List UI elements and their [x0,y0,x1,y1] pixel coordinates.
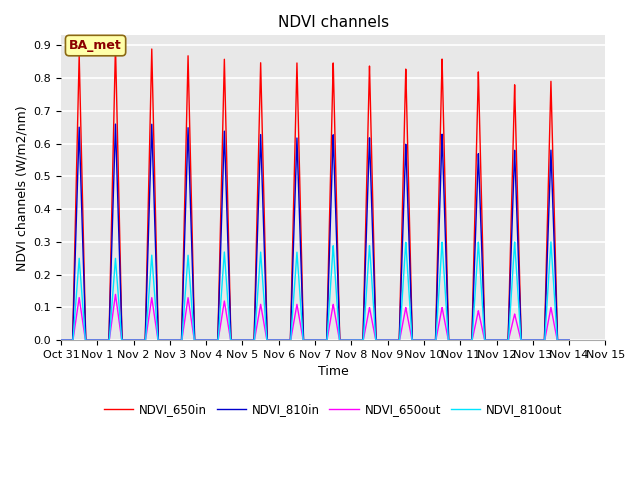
NDVI_650in [57,337,65,343]
NDVI_810out [57,337,65,343]
Line: NDVI_810out: NDVI_810out [61,242,569,340]
NDVI_650in [249,337,257,343]
NDVI_650out [259,315,267,321]
NDVI_810out [401,255,408,261]
Line: NDVI_650out: NDVI_650out [61,294,569,340]
NDVI_650out [57,337,65,343]
Y-axis label: NDVI channels (W/m2/nm): NDVI channels (W/m2/nm) [15,105,28,271]
Line: NDVI_810in: NDVI_810in [61,124,569,340]
NDVI_810in [303,337,311,343]
NDVI_810in [84,337,92,343]
NDVI_810in [190,324,198,329]
NDVI_650in [259,162,267,168]
NDVI_650in [84,337,92,343]
NDVI_810out [303,337,311,343]
NDVI_650out [249,337,257,343]
NDVI_650in [111,43,119,48]
Text: BA_met: BA_met [69,39,122,52]
NDVI_810in [57,337,65,343]
NDVI_650out [303,337,311,343]
NDVI_810in [249,337,257,343]
Title: NDVI channels: NDVI channels [278,15,388,30]
Line: NDVI_650in: NDVI_650in [61,46,569,340]
NDVI_650out [190,337,198,343]
NDVI_650in [303,337,311,343]
NDVI_810in [565,337,573,343]
NDVI_810in [259,207,267,213]
X-axis label: Time: Time [318,365,349,379]
NDVI_650in [190,319,198,325]
NDVI_810out [249,337,257,343]
NDVI_650out [111,291,119,297]
NDVI_650out [565,337,573,343]
NDVI_650out [84,337,92,343]
NDVI_810out [547,239,555,245]
Legend: NDVI_650in, NDVI_810in, NDVI_650out, NDVI_810out: NDVI_650in, NDVI_810in, NDVI_650out, NDV… [99,398,568,420]
NDVI_650in [401,106,409,111]
NDVI_650out [401,310,409,315]
NDVI_810out [84,337,92,343]
NDVI_810in [111,121,119,127]
NDVI_810out [190,335,198,341]
NDVI_810out [259,282,267,288]
NDVI_810in [401,170,409,176]
NDVI_650in [565,337,573,343]
NDVI_810out [565,337,573,343]
